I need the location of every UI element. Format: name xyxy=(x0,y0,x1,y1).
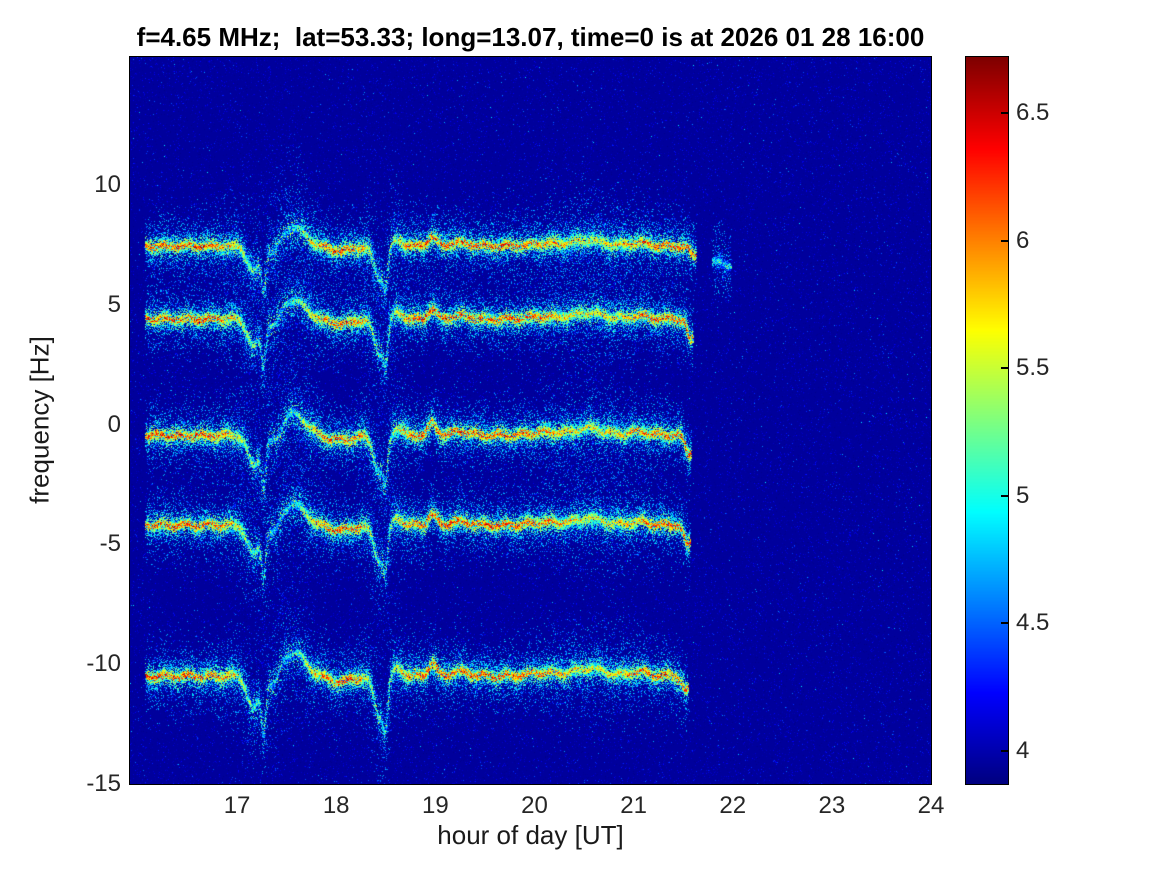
colorbar-tick-label: 4 xyxy=(1016,736,1030,764)
colorbar-tick-mark xyxy=(1001,239,1008,242)
colorbar-tick-mark xyxy=(1001,622,1008,625)
x-tick-label: 21 xyxy=(620,792,647,819)
colorbar-tick-label: 5.5 xyxy=(1016,354,1050,382)
spectrogram-plot xyxy=(129,56,932,785)
x-tick-label: 17 xyxy=(223,792,251,819)
y-tick-label: 10 xyxy=(94,171,121,199)
colorbar-tick-mark xyxy=(1001,749,1008,752)
y-tick-label: -10 xyxy=(86,650,121,678)
colorbar-tick-mark xyxy=(1001,494,1008,497)
colorbar-tick-label: 6.5 xyxy=(1016,99,1050,127)
x-tick-label: 20 xyxy=(521,792,548,819)
colorbar-tick-label: 5 xyxy=(1016,481,1030,509)
x-tick-label: 18 xyxy=(322,792,350,819)
colorbar-tick-mark xyxy=(1001,112,1008,115)
x-tick-label: 19 xyxy=(421,792,449,819)
colorbar xyxy=(965,56,1009,785)
colorbar-tick-mark xyxy=(1001,367,1008,370)
y-axis-label: frequency [Hz] xyxy=(24,336,55,504)
chart-title: f=4.65 MHz; lat=53.33; long=13.07, time=… xyxy=(136,22,925,52)
y-tick-label: 5 xyxy=(107,290,121,318)
colorbar-tick-label: 4.5 xyxy=(1016,609,1050,637)
y-tick-label: 0 xyxy=(107,410,121,438)
x-tick-label: 24 xyxy=(917,792,945,819)
colorbar-tick-label: 6 xyxy=(1016,226,1030,254)
y-tick-label: -15 xyxy=(86,770,121,797)
x-tick-label: 22 xyxy=(719,792,747,819)
x-axis-label: hour of day [UT] xyxy=(437,820,624,850)
x-tick-label: 23 xyxy=(818,792,846,819)
y-tick-label: -5 xyxy=(99,530,121,558)
